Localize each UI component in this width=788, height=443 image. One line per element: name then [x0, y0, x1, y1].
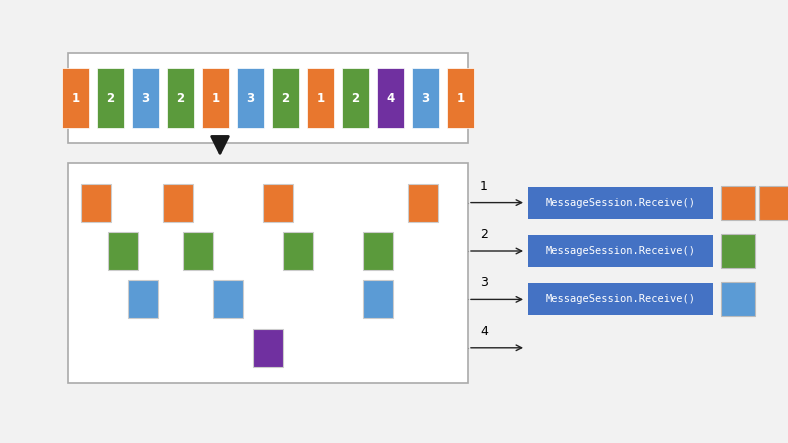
Bar	[283, 232, 313, 270]
Text: MessageSession.Receive(): MessageSession.Receive()	[545, 246, 696, 256]
Bar	[263, 183, 293, 222]
Text: 2: 2	[281, 92, 289, 105]
Text: MessageSession.Receive(): MessageSession.Receive()	[545, 198, 696, 208]
Bar	[68, 163, 468, 383]
Text: 1: 1	[317, 92, 325, 105]
Bar	[363, 232, 393, 270]
Bar	[128, 280, 158, 319]
Bar	[528, 187, 713, 218]
Text: 1: 1	[480, 179, 488, 193]
Bar	[272, 68, 299, 128]
Bar	[412, 68, 439, 128]
Text: 2: 2	[351, 92, 359, 105]
Bar	[377, 68, 404, 128]
Text: 1: 1	[456, 92, 465, 105]
Bar	[183, 232, 213, 270]
Bar	[447, 68, 474, 128]
Bar	[528, 235, 713, 267]
Bar	[213, 280, 243, 319]
Bar	[528, 284, 713, 315]
Text: 2: 2	[480, 228, 488, 241]
Bar	[363, 280, 393, 319]
Bar	[132, 68, 159, 128]
Bar	[202, 68, 229, 128]
Bar	[721, 186, 755, 220]
Bar	[307, 68, 334, 128]
Bar	[759, 186, 788, 220]
Bar	[721, 234, 755, 268]
Text: MessageSession.Receive(): MessageSession.Receive()	[545, 295, 696, 304]
Bar	[81, 183, 111, 222]
Bar	[163, 183, 193, 222]
Text: 3: 3	[141, 92, 150, 105]
Bar	[62, 68, 89, 128]
Bar	[68, 53, 468, 143]
Bar	[108, 232, 138, 270]
Text: 3: 3	[247, 92, 255, 105]
Bar	[167, 68, 194, 128]
Bar	[721, 282, 755, 316]
Text: 2: 2	[106, 92, 114, 105]
Text: 2: 2	[177, 92, 184, 105]
Text: 4: 4	[386, 92, 395, 105]
Text: 4: 4	[480, 325, 488, 338]
Text: 3: 3	[480, 276, 488, 289]
Bar	[408, 183, 438, 222]
Bar	[342, 68, 369, 128]
Bar	[253, 329, 283, 367]
Text: 3: 3	[422, 92, 429, 105]
Text: 1: 1	[72, 92, 80, 105]
Bar	[237, 68, 264, 128]
Text: 1: 1	[211, 92, 220, 105]
Bar	[97, 68, 124, 128]
